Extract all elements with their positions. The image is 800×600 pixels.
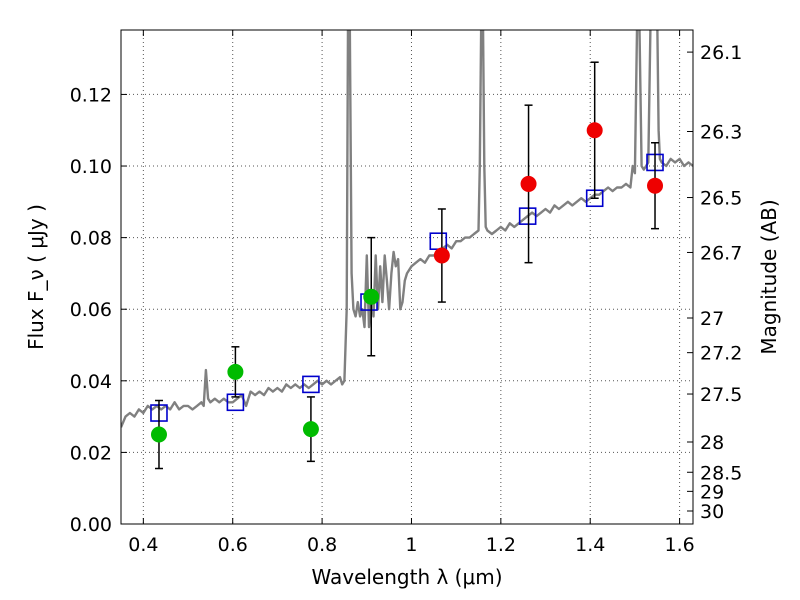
- plot-frame: [120, 29, 694, 525]
- y2-tick-label: 26.5: [700, 188, 742, 210]
- y-axis-label: Flux F_ν ( μJy ): [24, 204, 48, 350]
- x-tick-label: 1: [405, 534, 417, 556]
- model-square-point: [302, 375, 320, 394]
- y2-tick-label: 30: [700, 501, 724, 523]
- red-data-point: [647, 177, 664, 194]
- green-data-point: [227, 363, 244, 380]
- y-tick-label: 0.12: [70, 84, 112, 106]
- green-data-point: [150, 426, 167, 443]
- y-tick-label: 0.02: [70, 442, 112, 464]
- spectrum-line: [121, 30, 693, 428]
- y-tick-label: 0.10: [70, 156, 112, 178]
- plot-area: [121, 30, 693, 470]
- red-data-point: [520, 175, 537, 192]
- y2-tick-label: 27.2: [700, 343, 742, 365]
- y2-axis-label: Magnitude (AB): [757, 199, 781, 354]
- red-data-point: [586, 122, 603, 139]
- y2-tick-label: 26.1: [700, 42, 742, 64]
- y2-tick-label: 26.3: [700, 121, 742, 143]
- green-data-point: [363, 288, 380, 305]
- y2-tick-label: 27.5: [700, 384, 742, 406]
- y-tick-label: 0.04: [70, 371, 112, 393]
- y2-tick-label: 28: [700, 432, 724, 454]
- y-tick-label: 0.00: [70, 514, 112, 536]
- x-tick-label: 1.4: [575, 534, 605, 556]
- y2-tick-label: 29: [700, 481, 724, 503]
- x-tick-label: 0.6: [218, 534, 248, 556]
- red-data-point: [433, 247, 450, 264]
- x-tick-label: 1.2: [486, 534, 516, 556]
- model-square-point: [518, 207, 537, 225]
- y2-tick-label: 27: [700, 308, 724, 330]
- y2-tick-label: 28.5: [700, 462, 742, 484]
- x-tick-label: 0.4: [128, 534, 158, 556]
- x-tick-label: 0.8: [307, 534, 337, 556]
- x-axis-label: Wavelength λ (μm): [311, 565, 502, 589]
- x-tick-label: 1.6: [664, 534, 694, 556]
- y-tick-label: 0.08: [70, 228, 112, 250]
- y2-tick-label: 26.7: [700, 242, 742, 264]
- y-tick-label: 0.06: [70, 299, 112, 321]
- axis-ticks: 0.4 0.6 0.8 1 1.2 1.4 1.6 0.00 0.02 0.04 0.06 0.08 0…: [70, 30, 742, 556]
- green-data-point: [302, 421, 319, 438]
